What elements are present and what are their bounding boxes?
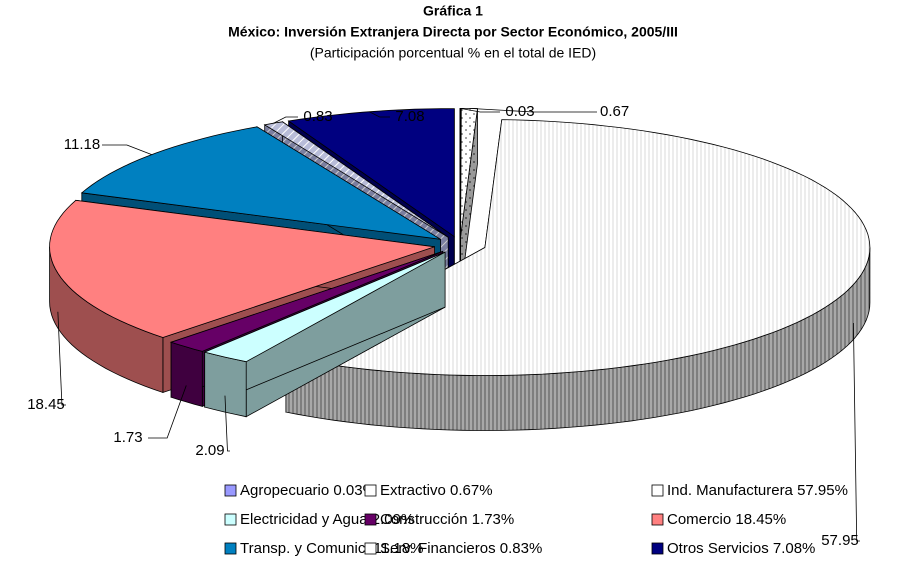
legend-label: Construcción 1.73% <box>380 511 514 528</box>
data-label: 1.73 <box>113 429 142 446</box>
data-label: 11.18 <box>64 136 100 153</box>
chart-title: Gráfica 1 <box>423 3 483 19</box>
leader-line <box>224 395 230 452</box>
chart-subtitle: México: Inversión Extranjera Directa por… <box>228 24 678 40</box>
leader-line <box>369 111 390 118</box>
legend-label: Extractivo 0.67% <box>380 482 493 499</box>
legend-swatch <box>224 542 237 555</box>
leader-line <box>273 116 298 124</box>
data-label: 0.67 <box>600 103 629 120</box>
leader-line <box>460 107 500 113</box>
legend-swatch <box>364 542 377 555</box>
leader-line <box>148 385 187 439</box>
legend-label: Comercio 18.45% <box>667 511 786 528</box>
legend-label: Transp. y Comunic. 11.18% <box>240 540 423 557</box>
legend-label: Ind. Manufacturera 57.95% <box>667 482 848 499</box>
legend-label: Agropecuario 0.03% <box>240 482 376 499</box>
legend-swatch <box>651 513 664 526</box>
data-label: 57.95 <box>821 532 859 549</box>
data-label: 0.83 <box>303 108 332 125</box>
data-label: 7.08 <box>395 108 424 125</box>
legend-swatch <box>224 484 237 497</box>
slice <box>460 108 478 292</box>
slice-top <box>263 121 449 238</box>
legend-swatch <box>224 513 237 526</box>
leader-line <box>853 323 860 542</box>
legend-swatch <box>364 484 377 497</box>
slice-side <box>170 341 203 407</box>
slice <box>203 251 446 418</box>
data-label: 18.45 <box>27 396 65 413</box>
legend-label: Serv. Financieros 0.83% <box>380 540 542 557</box>
slice-top <box>169 251 443 352</box>
leader-line <box>469 107 597 113</box>
legend: Agropecuario 0.03% Extractivo 0.67% Ind. M… <box>224 482 848 557</box>
legend-swatch <box>651 542 664 555</box>
data-label: 2.09 <box>195 442 224 459</box>
legend-label: Otros Servicios 7.08% <box>667 540 815 557</box>
leader-line <box>102 144 152 155</box>
legend-swatch <box>364 513 377 526</box>
chart-note: (Participación porcentual % en el total … <box>310 45 596 61</box>
legend-swatch <box>651 484 664 497</box>
slice-top <box>80 126 441 240</box>
leader-line <box>57 311 66 406</box>
slice-top <box>49 199 435 338</box>
slice-top <box>203 251 446 363</box>
pie <box>49 108 871 431</box>
slice-top <box>460 108 478 237</box>
